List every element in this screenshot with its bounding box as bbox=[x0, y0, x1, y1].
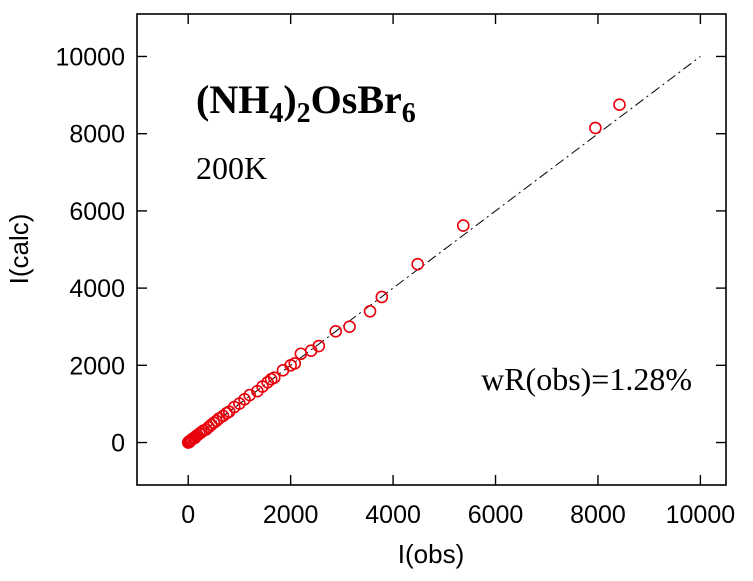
x-tick-label: 6000 bbox=[468, 501, 524, 529]
data-point bbox=[589, 121, 602, 135]
x-tick-label: 0 bbox=[181, 501, 195, 529]
data-point bbox=[329, 325, 343, 338]
data-point bbox=[312, 339, 326, 353]
data-point bbox=[343, 320, 356, 334]
y-axis-label: I(calc) bbox=[4, 214, 34, 285]
data-point bbox=[243, 388, 256, 402]
data-point bbox=[456, 219, 470, 232]
data-point bbox=[276, 364, 290, 377]
data-point bbox=[613, 98, 626, 112]
x-tick-label: 4000 bbox=[365, 501, 421, 529]
chart-annotation: wR(obs)=1.28% bbox=[481, 361, 692, 397]
title-part: 2 bbox=[297, 98, 311, 129]
data-point bbox=[288, 357, 302, 370]
plot-frame bbox=[136, 13, 727, 486]
title-part: (NH bbox=[196, 77, 269, 122]
y-axis-ticks: 0 2000 4000 6000 8000 10000 bbox=[55, 43, 726, 458]
chart-title-formula: (NH4)2OsBr6 bbox=[196, 77, 416, 129]
x-tick-label: 8000 bbox=[570, 501, 626, 529]
x-axis-ticks: 0 2000 4000 6000 8000 10000 bbox=[181, 14, 735, 529]
y-tick-label: 10000 bbox=[55, 43, 125, 71]
title-part: 4 bbox=[269, 98, 283, 129]
reference-line bbox=[187, 56, 701, 443]
data-point bbox=[375, 290, 389, 304]
title-part: OsBr bbox=[311, 77, 402, 122]
y-tick-label: 4000 bbox=[69, 275, 125, 303]
data-points bbox=[181, 98, 626, 449]
chart-title-temperature: 200K bbox=[196, 150, 267, 186]
x-tick-label: 2000 bbox=[263, 501, 319, 529]
data-point bbox=[363, 304, 377, 318]
title-part: 6 bbox=[402, 98, 416, 129]
y-tick-label: 6000 bbox=[69, 198, 125, 226]
x-axis-label: I(obs) bbox=[398, 539, 464, 569]
y-tick-label: 2000 bbox=[69, 352, 125, 380]
title-part: ) bbox=[283, 77, 296, 122]
y-tick-label: 8000 bbox=[69, 121, 125, 149]
data-point bbox=[411, 257, 424, 271]
data-point bbox=[267, 371, 281, 384]
x-tick-label: 10000 bbox=[666, 501, 736, 529]
y-tick-label: 0 bbox=[111, 430, 125, 458]
